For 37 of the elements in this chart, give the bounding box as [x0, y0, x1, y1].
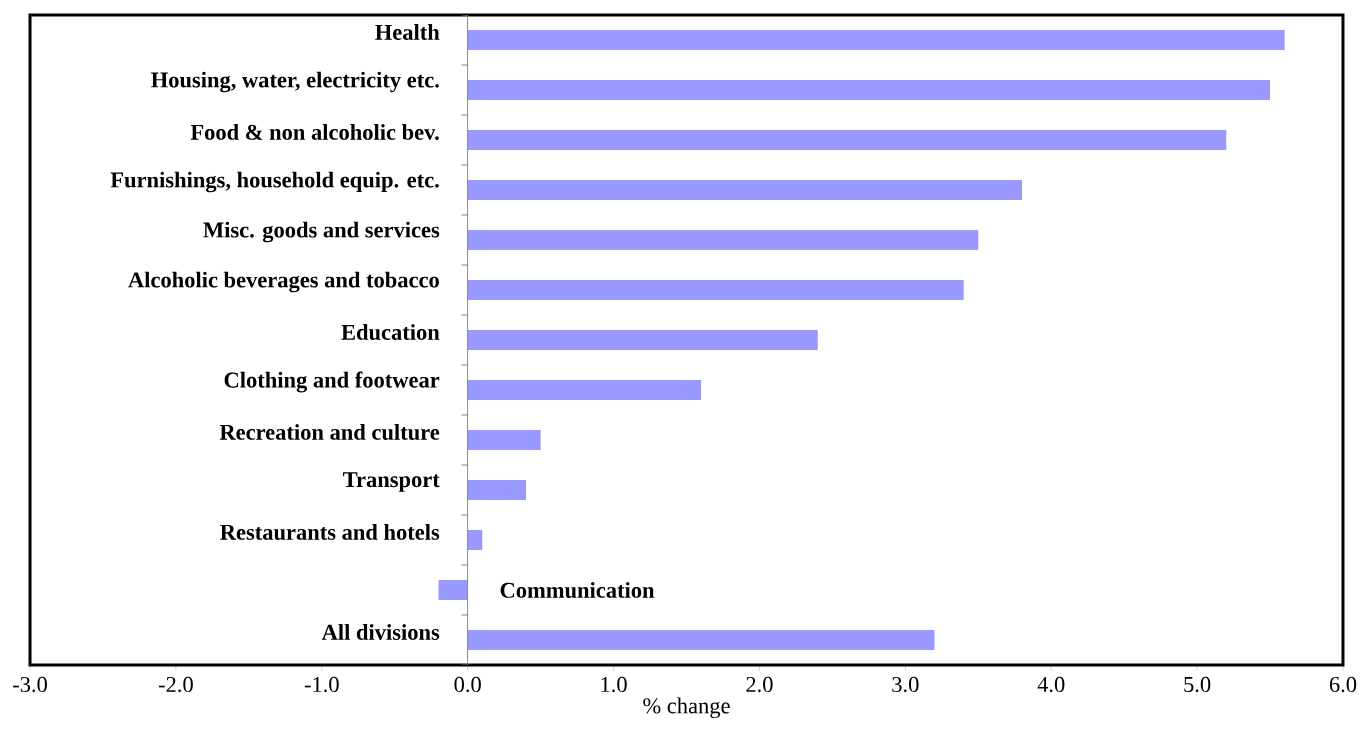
bar: [467, 530, 483, 550]
x-tick-label: -2.0: [158, 676, 193, 693]
y-tick-label: Recreation and culture: [219, 424, 440, 440]
x-tick-label: -1.0: [304, 676, 339, 693]
y-tick-label: Communication: [500, 582, 655, 598]
x-axis-title: % change: [643, 697, 730, 719]
bar: [467, 80, 1271, 100]
bar: [467, 380, 702, 400]
bar: [438, 579, 468, 600]
x-tick-label: 5.0: [1184, 676, 1211, 693]
x-tick-label: 3.0: [892, 676, 919, 693]
bar: [467, 480, 527, 500]
bar: [467, 230, 979, 250]
y-tick-label: Misc. goods and services: [203, 221, 440, 243]
bar: [467, 130, 1227, 150]
bar: [467, 280, 964, 300]
bar: [467, 630, 935, 650]
y-tick-label: Housing, water, electricity etc.: [151, 71, 439, 93]
x-tick-label: 2.0: [746, 676, 773, 693]
y-tick-label: Health: [375, 24, 440, 40]
x-tick-label: 1.0: [601, 676, 627, 693]
y-tick-label: Alcoholic beverages and tobacco: [128, 271, 439, 293]
y-tick-label: Clothing and footwear: [224, 371, 440, 393]
x-tick-label: 6.0: [1329, 676, 1357, 693]
x-tick-label: 0.0: [454, 676, 481, 693]
x-tick-label: -3.0: [13, 676, 47, 693]
bar: [467, 429, 541, 450]
bar: [467, 329, 818, 350]
bar: [467, 30, 1285, 50]
x-tick-label: 4.0: [1037, 676, 1065, 693]
y-tick-label: Food & non alcoholic bev.: [190, 124, 439, 140]
y-tick-label: All divisions: [321, 624, 440, 640]
y-tick-label: Transport: [343, 472, 440, 492]
y-tick-label: Education: [341, 324, 440, 340]
y-tick-label: Furnishings, household equip. etc.: [110, 171, 439, 193]
y-tick-label: Restaurants and hotels: [220, 524, 440, 540]
bar: [467, 180, 1023, 200]
